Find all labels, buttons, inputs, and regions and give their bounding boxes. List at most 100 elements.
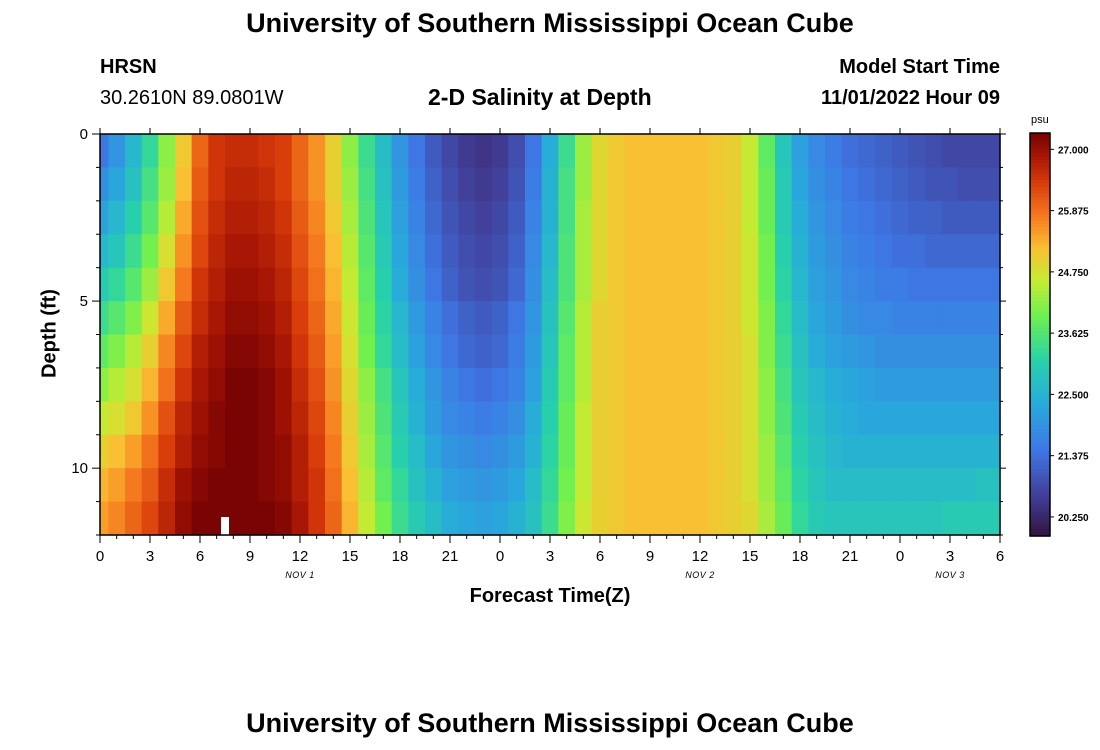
heatmap-cell <box>208 401 226 436</box>
heatmap-cell <box>841 301 859 336</box>
heatmap-cell <box>558 434 576 469</box>
colorbar-segment <box>1030 452 1050 456</box>
colorbar-segment <box>1030 280 1050 285</box>
heatmap-cell <box>658 301 676 336</box>
colorbar-segment <box>1030 388 1050 393</box>
heatmap-cell <box>825 334 843 369</box>
heatmap-cell <box>508 367 526 402</box>
heatmap-cell <box>775 401 793 436</box>
colorbar-segment <box>1030 324 1050 329</box>
heatmap-cell <box>375 501 393 536</box>
colorbar-segment <box>1030 203 1050 208</box>
heatmap-cell <box>908 200 926 235</box>
heatmap-cell <box>625 434 643 469</box>
x-tick-label: 21 <box>842 548 859 565</box>
colorbar-segment <box>1030 482 1050 487</box>
heatmap-cell <box>425 367 443 402</box>
heatmap-cell <box>658 267 676 302</box>
heatmap-cell <box>575 401 593 436</box>
heatmap-cell <box>808 501 826 536</box>
heatmap-cell <box>858 134 876 169</box>
heatmap-cell <box>575 301 593 336</box>
colorbar-segment <box>1030 297 1050 302</box>
heatmap-cell <box>100 468 109 503</box>
heatmap-cell <box>325 134 343 169</box>
heatmap-cell <box>391 501 409 536</box>
colorbar-segment <box>1030 472 1050 477</box>
heatmap-cell <box>175 200 193 235</box>
heatmap-cell <box>725 167 743 202</box>
heatmap-cell <box>791 134 809 169</box>
heatmap-cell <box>325 234 343 269</box>
colorbar-segment <box>1030 441 1050 446</box>
colorbar-segment <box>1030 448 1050 453</box>
heatmap-cell <box>341 234 359 269</box>
heatmap-cell <box>100 334 109 369</box>
x-tick-label: 21 <box>442 548 459 565</box>
heatmap-cell <box>258 501 276 536</box>
heatmap-cell <box>891 134 909 169</box>
heatmap-cell <box>641 434 659 469</box>
x-tick-label: 3 <box>946 548 954 565</box>
heatmap-cell <box>691 401 709 436</box>
heatmap-cell <box>641 401 659 436</box>
colorbar-segment <box>1030 331 1050 336</box>
colorbar-segment <box>1030 519 1050 524</box>
heatmap-cells <box>100 134 1001 536</box>
heatmap-cell <box>825 301 843 336</box>
heatmap-cell <box>891 434 909 469</box>
heatmap-cell <box>241 501 259 536</box>
heatmap-cell <box>175 301 193 336</box>
heatmap-cell <box>941 401 959 436</box>
heatmap-cell <box>675 501 693 536</box>
x-tick-label: 6 <box>996 548 1004 565</box>
heatmap-cell <box>141 434 159 469</box>
y-tick-label: 5 <box>80 293 88 310</box>
heatmap-cell <box>775 367 793 402</box>
heatmap-cell <box>541 501 559 536</box>
colorbar-segment <box>1030 290 1050 295</box>
heatmap-cell <box>908 134 926 169</box>
colorbar-segment <box>1030 525 1050 530</box>
heatmap-cell <box>225 367 243 402</box>
heatmap-cell <box>491 401 509 436</box>
heatmap-cell <box>575 434 593 469</box>
heatmap-cell <box>941 134 959 169</box>
colorbar-segment <box>1030 274 1050 279</box>
heatmap-cell <box>925 200 943 235</box>
heatmap-cell <box>275 234 293 269</box>
heatmap-cell <box>908 267 926 302</box>
heatmap-cell <box>825 267 843 302</box>
heatmap-cell <box>675 234 693 269</box>
heatmap-cell <box>791 468 809 503</box>
heatmap-cell <box>358 334 376 369</box>
heatmap-cell <box>325 200 343 235</box>
x-axis: 0 3 6 9 12 15 18 21 0 3 6 9 12 15 18 21 0 3 6 NOV 1 NOV 2 NOV… <box>96 128 1004 580</box>
heatmap-cell <box>658 167 676 202</box>
heatmap-cell <box>891 200 909 235</box>
heatmap-cell <box>525 367 543 402</box>
heatmap-cell <box>308 367 326 402</box>
heatmap-cell <box>341 334 359 369</box>
heatmap-cell <box>275 267 293 302</box>
heatmap-cell <box>558 234 576 269</box>
heatmap-cell <box>958 167 976 202</box>
colorbar-segment <box>1030 149 1050 154</box>
colorbar-segment <box>1030 176 1050 181</box>
heatmap-cell <box>591 334 609 369</box>
heatmap-cell <box>941 200 959 235</box>
heatmap-cell <box>325 401 343 436</box>
heatmap-cell <box>208 134 226 169</box>
heatmap-cell <box>475 234 493 269</box>
heatmap-cell <box>475 134 493 169</box>
heatmap-cell <box>808 334 826 369</box>
heatmap-cell <box>108 367 126 402</box>
heatmap-cell <box>225 334 243 369</box>
heatmap-cell <box>741 267 759 302</box>
heatmap-cell <box>941 301 959 336</box>
heatmap-cell <box>875 167 893 202</box>
heatmap-cell <box>725 234 743 269</box>
heatmap-cell <box>841 267 859 302</box>
colorbar-segment <box>1030 351 1050 356</box>
heatmap-cell <box>258 468 276 503</box>
